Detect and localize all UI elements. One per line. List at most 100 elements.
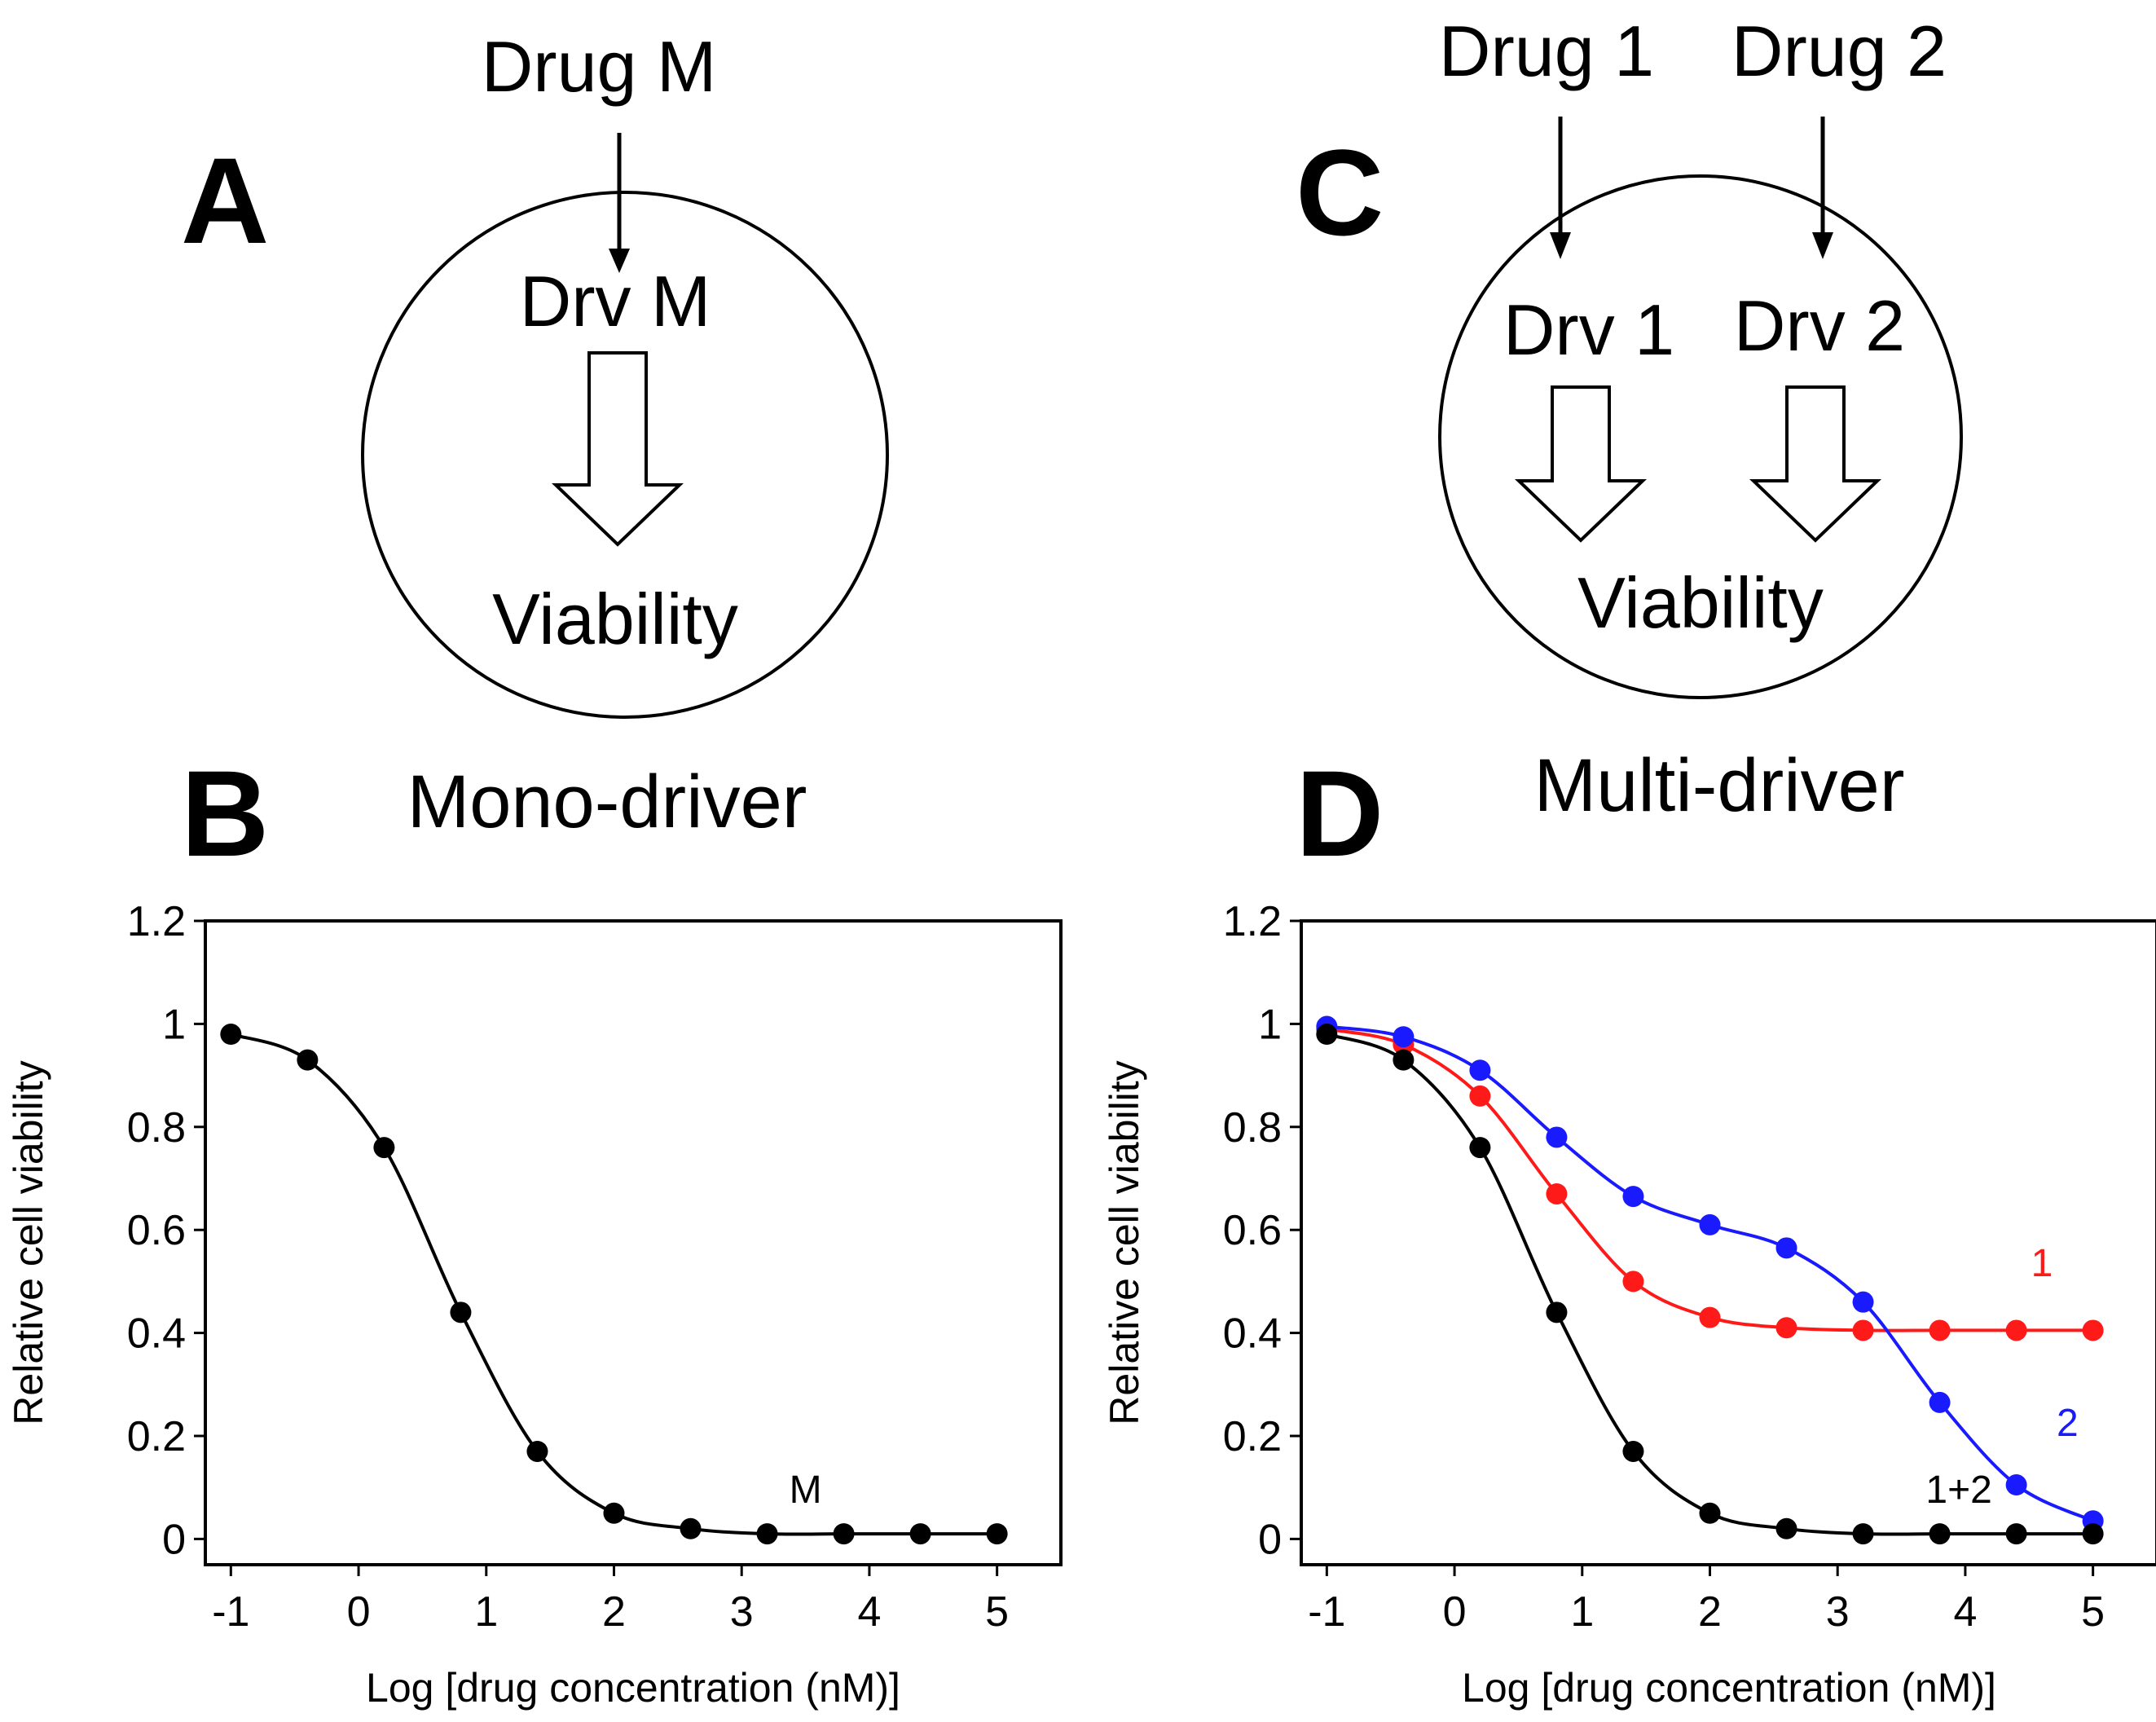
x-axis-label: Log [drug concentration (nM)] (366, 1665, 900, 1711)
x-tick-label: 3 (730, 1588, 754, 1636)
data-point (297, 1049, 319, 1071)
series-line (1327, 1024, 2094, 1523)
viability-arrow-c2 (1749, 385, 1881, 543)
x-tick-label: -1 (1308, 1588, 1345, 1636)
chart-panel-b: 0 0.2 0.4 0.6 0.8 1 1.2 -1 0 1 2 3 4 5 Log [drug conce… (6, 898, 1063, 1711)
data-point (373, 1137, 395, 1159)
chart-panel-d: 0 0.2 0.4 0.6 0.8 1 1.2 -1 0 1 2 3 4 5 Log [drug conce… (1102, 898, 2156, 1711)
data-point (1929, 1523, 1951, 1545)
data-point (833, 1523, 855, 1545)
x-tick-label: 2 (602, 1588, 626, 1636)
y-tick-label: 1.2 (1223, 898, 1282, 945)
x-tick-label: 1 (1570, 1588, 1594, 1636)
x-tick-label: 5 (2081, 1588, 2105, 1636)
data-point (1699, 1213, 1721, 1235)
y-axis-label: Relative cell viability (1102, 1060, 1147, 1425)
data-point (1393, 1026, 1415, 1048)
x-tick-label: 0 (347, 1588, 371, 1636)
data-point (1622, 1186, 1644, 1208)
series-line (1326, 1027, 2093, 1332)
viability-arrow-c1 (1515, 385, 1647, 543)
data-point (1929, 1391, 1951, 1413)
series-line (230, 1033, 997, 1536)
series-label: 1+2 (1925, 1469, 1991, 1512)
mono-driver-caption: Mono-driver (407, 760, 807, 843)
x-tick-label: 0 (1443, 1588, 1467, 1636)
data-point (2082, 1319, 2104, 1341)
data-point (1546, 1301, 1568, 1323)
drug-2-arrow (1812, 117, 1833, 259)
y-tick-label: 0.8 (1223, 1104, 1282, 1152)
x-tick-label: 1 (474, 1588, 498, 1636)
driver-m-label: Drv M (520, 261, 711, 341)
panel-c: C Drug 1 Drug 2 Drv 1 Drv 2 Viability Mu… (1296, 11, 1963, 827)
y-tick-label: 0.6 (1223, 1207, 1282, 1254)
data-point (220, 1024, 242, 1046)
y-tick-label: 1.2 (127, 898, 186, 945)
cell-circle-a (361, 191, 889, 719)
data-point (1546, 1126, 1568, 1148)
multi-driver-caption: Multi-driver (1534, 744, 1905, 827)
y-axis-label: Relative cell viability (6, 1060, 51, 1425)
data-point (1929, 1319, 1951, 1341)
data-point (2005, 1319, 2027, 1341)
series-label: 1 (2031, 1242, 2053, 1285)
data-point (1699, 1502, 1721, 1524)
panel-b-letter: B (181, 745, 269, 882)
data-point (680, 1517, 702, 1539)
data-point (1852, 1319, 1874, 1341)
x-tick-label: 4 (1953, 1588, 1977, 1636)
viability-arrow-a (552, 351, 684, 547)
y-tick-label: 0 (1258, 1516, 1282, 1563)
y-tick-label: 0.2 (127, 1413, 186, 1460)
viability-label-c: Viability (1577, 562, 1824, 643)
x-tick-label: 5 (985, 1588, 1009, 1636)
data-point (603, 1502, 625, 1524)
data-point (2005, 1474, 2027, 1496)
panel-a-letter: A (181, 132, 269, 269)
data-point (2005, 1523, 2027, 1545)
panel-c-letter: C (1296, 124, 1384, 261)
data-point (1775, 1517, 1797, 1539)
series-M: M (220, 1024, 1008, 1545)
drug-1-arrow (1550, 117, 1571, 259)
x-tick-label: 2 (1698, 1588, 1722, 1636)
y-tick-label: 1 (162, 1001, 186, 1048)
panel-d-letter: D (1296, 745, 1384, 882)
data-point (2082, 1523, 2104, 1545)
plot-frame (1300, 919, 2156, 1566)
data-point (1852, 1291, 1874, 1313)
y-tick-label: 0 (162, 1516, 186, 1563)
data-point (986, 1523, 1008, 1545)
plot-frame (204, 919, 1063, 1566)
series-label: 2 (2057, 1402, 2079, 1445)
cell-circle-c (1438, 174, 1963, 699)
data-point (1469, 1059, 1491, 1081)
driver-2-label: Drv 2 (1734, 285, 1905, 366)
data-point (1622, 1440, 1644, 1462)
series-2: 2 (1316, 1015, 2104, 1532)
drug-2-label: Drug 2 (1731, 11, 1947, 91)
y-tick-label: 0.4 (127, 1310, 186, 1358)
data-point (909, 1523, 931, 1545)
x-axis-label: Log [drug concentration (nM)] (1462, 1665, 1996, 1711)
drug-m-arrow (609, 133, 630, 273)
y-tick-label: 0.2 (1223, 1413, 1282, 1460)
driver-1-label: Drv 1 (1503, 289, 1674, 370)
drug-1-label: Drug 1 (1439, 11, 1654, 91)
data-point (1546, 1182, 1568, 1205)
series-1: 1 (1316, 1018, 2104, 1341)
x-tick-label: -1 (212, 1588, 249, 1636)
data-point (1469, 1137, 1491, 1159)
y-tick-label: 0.4 (1223, 1310, 1282, 1358)
data-point (1699, 1306, 1721, 1328)
data-point (1316, 1024, 1338, 1046)
series-line (1326, 1033, 2093, 1536)
data-point (1852, 1523, 1874, 1545)
x-tick-label: 4 (857, 1588, 881, 1636)
data-point (1469, 1085, 1491, 1107)
viability-label-a: Viability (492, 579, 738, 659)
series-1+2: 1+2 (1316, 1024, 2104, 1545)
data-point (1775, 1237, 1797, 1259)
